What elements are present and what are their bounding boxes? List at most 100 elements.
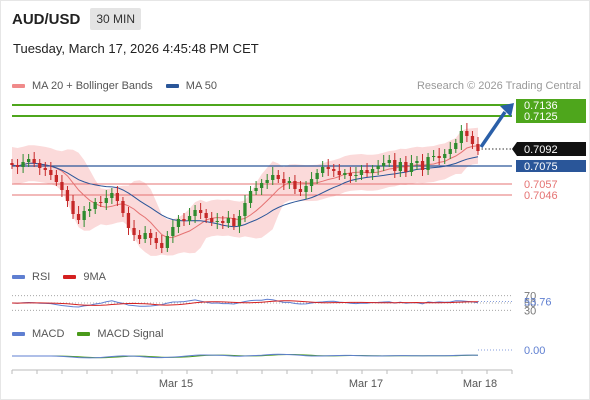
rsi-level-label: 50 xyxy=(524,298,536,310)
legend-item-rsi: RSI xyxy=(12,271,50,283)
legend-label: 9MA xyxy=(83,271,106,283)
legend-label: MACD xyxy=(32,328,65,340)
candle xyxy=(265,180,269,183)
candle xyxy=(260,183,264,188)
candle xyxy=(38,163,42,168)
candle xyxy=(237,216,242,226)
price-level-label: 0.7046 xyxy=(524,190,558,202)
candle xyxy=(10,163,14,165)
candle xyxy=(315,173,319,179)
instrument-symbol: AUD/USD xyxy=(12,10,81,28)
rsi-legend: RSI 9MA xyxy=(12,271,119,283)
forecast-arrow-head xyxy=(500,103,514,117)
timeframe-badge[interactable]: 30 MIN xyxy=(90,8,142,30)
candle xyxy=(337,171,341,175)
candle xyxy=(409,163,414,172)
candle xyxy=(454,143,458,149)
legend-item-macd: MACD xyxy=(12,328,64,340)
candle xyxy=(232,218,236,226)
candle xyxy=(365,170,369,173)
candle xyxy=(404,162,408,172)
chart-header: AUD/USD 30 MIN xyxy=(12,7,142,31)
legend-label: MACD Signal xyxy=(97,328,164,340)
candle xyxy=(93,202,97,209)
legend-item-9ma: 9MA xyxy=(63,271,106,283)
candle xyxy=(298,189,303,192)
candle xyxy=(321,167,325,173)
candle xyxy=(415,161,419,163)
candle xyxy=(137,235,142,239)
candle xyxy=(110,193,114,198)
candle xyxy=(54,175,58,182)
candle xyxy=(49,170,53,175)
candle xyxy=(43,168,47,170)
legend-swatch xyxy=(63,275,77,279)
candle xyxy=(88,209,92,211)
candle xyxy=(376,166,380,169)
candle xyxy=(154,238,158,243)
candle xyxy=(382,163,386,166)
candle xyxy=(215,221,219,222)
rsi-current-label: 53.76 xyxy=(524,297,552,309)
macd-current-label: 0.00 xyxy=(524,345,545,357)
candle xyxy=(27,159,31,162)
candle xyxy=(115,193,119,201)
candle xyxy=(426,157,430,170)
candle xyxy=(271,175,275,180)
candle xyxy=(248,191,253,203)
candle xyxy=(393,160,397,171)
candle xyxy=(199,210,203,213)
price-level-label: 0.7075 xyxy=(524,161,558,173)
candle xyxy=(132,228,136,235)
candle xyxy=(354,175,358,176)
candle xyxy=(126,213,131,228)
candle xyxy=(459,131,463,143)
x-tick-label: Mar 15 xyxy=(159,378,193,390)
candle xyxy=(448,149,452,154)
rsi-level-label: 30 xyxy=(524,305,536,317)
price-level-label: 0.7092 xyxy=(524,144,558,156)
price-level-label: 0.7057 xyxy=(524,179,558,191)
candle xyxy=(282,179,286,183)
candle xyxy=(165,236,169,248)
candle xyxy=(149,233,153,238)
x-tick-label: Mar 18 xyxy=(463,378,497,390)
candle xyxy=(465,131,469,136)
chart-datetime: Tuesday, March 17, 2026 4:45:48 PM CET xyxy=(13,41,259,56)
legend-item-macd-signal: MACD Signal xyxy=(77,328,163,340)
rsi-level-label: 70 xyxy=(524,291,536,303)
candle xyxy=(71,201,75,214)
candle xyxy=(332,169,336,171)
candle xyxy=(343,173,347,175)
resistance-level-label: 0.7125 xyxy=(524,111,558,123)
candle xyxy=(176,219,181,227)
x-tick-label: Mar 17 xyxy=(349,378,383,390)
candle xyxy=(82,211,86,220)
legend-label: MA 50 xyxy=(185,80,217,92)
legend-swatch xyxy=(12,332,25,336)
legend-swatch xyxy=(77,332,91,336)
rsi-9ma-line xyxy=(11,300,479,306)
legend-label: MA 20 + Bollinger Bands xyxy=(32,80,153,92)
candle xyxy=(76,214,81,220)
legend-swatch xyxy=(12,84,25,88)
current-price-tag xyxy=(512,142,586,156)
macd-line xyxy=(12,353,479,359)
candle xyxy=(60,182,64,190)
candle xyxy=(187,216,192,221)
candle xyxy=(221,221,225,223)
candle xyxy=(437,156,441,158)
candle xyxy=(104,198,108,203)
legend-item-ma50: MA 50 xyxy=(165,80,217,92)
pivot-price-tag xyxy=(516,160,586,172)
candle xyxy=(387,160,391,163)
candle xyxy=(143,233,147,239)
candle xyxy=(443,154,447,158)
candle xyxy=(304,186,308,192)
main-legend: MA 20 + Bollinger Bands MA 50 xyxy=(12,80,230,92)
candle xyxy=(171,227,175,236)
candle xyxy=(21,162,25,167)
candle xyxy=(420,161,425,170)
candle xyxy=(326,167,330,169)
